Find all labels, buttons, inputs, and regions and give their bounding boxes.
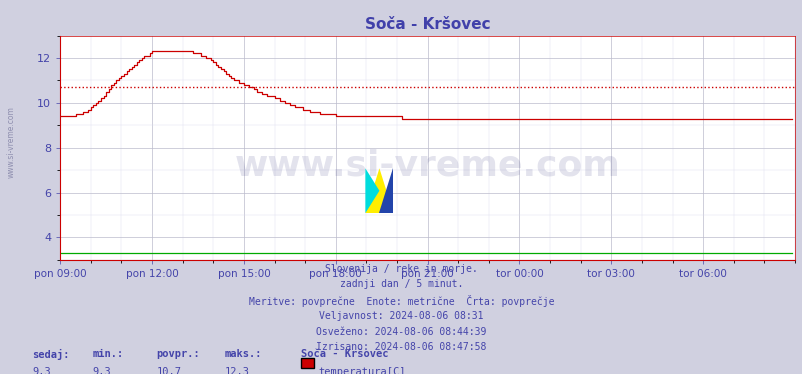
Text: 9,3: 9,3 [92,367,111,374]
Text: Izrisano: 2024-08-06 08:47:58: Izrisano: 2024-08-06 08:47:58 [316,342,486,352]
Text: maks.:: maks.: [225,349,262,359]
Text: povpr.:: povpr.: [156,349,200,359]
Text: Veljavnost: 2024-08-06 08:31: Veljavnost: 2024-08-06 08:31 [319,311,483,321]
Text: 12,3: 12,3 [225,367,249,374]
Text: Slovenija / reke in morje.: Slovenija / reke in morje. [325,264,477,274]
Polygon shape [365,168,379,213]
Text: Osveženo: 2024-08-06 08:44:39: Osveženo: 2024-08-06 08:44:39 [316,327,486,337]
Polygon shape [365,168,393,213]
Text: 9,3: 9,3 [32,367,51,374]
Text: www.si-vreme.com: www.si-vreme.com [234,149,620,183]
Text: Meritve: povprečne  Enote: metrične  Črta: povprečje: Meritve: povprečne Enote: metrične Črta:… [249,295,553,307]
Text: zadnji dan / 5 minut.: zadnji dan / 5 minut. [339,279,463,289]
Text: 10,7: 10,7 [156,367,181,374]
Text: sedaj:: sedaj: [32,349,70,359]
Text: temperatura[C]: temperatura[C] [318,367,406,374]
Text: Soča - Kršovec: Soča - Kršovec [301,349,388,359]
Polygon shape [379,168,393,213]
Text: www.si-vreme.com: www.si-vreme.com [6,106,15,178]
Text: min.:: min.: [92,349,124,359]
Title: Soča - Kršovec: Soča - Kršovec [364,16,490,31]
